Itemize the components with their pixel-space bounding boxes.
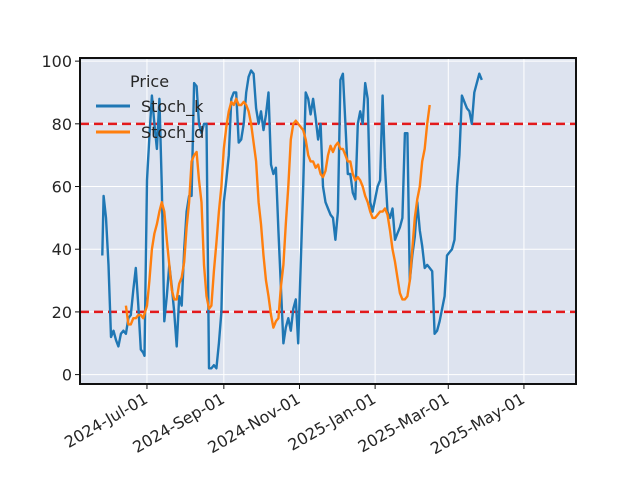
legend-title: Price: [130, 72, 169, 91]
plot-frame: [79, 57, 577, 385]
y-tick-label: 40: [52, 240, 72, 259]
y-tick-label: 100: [41, 52, 72, 71]
grid-lines: [80, 58, 576, 384]
legend-label-stoch-k: Stoch_k: [141, 97, 204, 117]
x-axis: 2024-Jul-012024-Sep-012024-Nov-012025-Ja…: [61, 384, 528, 458]
y-tick-label: 20: [52, 303, 72, 322]
plot-area: [79, 57, 577, 385]
y-tick-label: 60: [52, 178, 72, 197]
series-line-stoch-k: [101, 69, 483, 370]
series-lines: [101, 69, 483, 370]
y-tick-label: 0: [62, 366, 72, 385]
series-line-stoch-d: [124, 97, 431, 329]
y-axis: 0 20 40 60 80 100: [41, 52, 80, 385]
legend: Price Stoch_k Stoch_d: [96, 72, 204, 143]
legend-label-stoch-d: Stoch_d: [141, 123, 204, 143]
threshold-lines: [80, 122, 576, 314]
y-tick-label: 80: [52, 115, 72, 134]
